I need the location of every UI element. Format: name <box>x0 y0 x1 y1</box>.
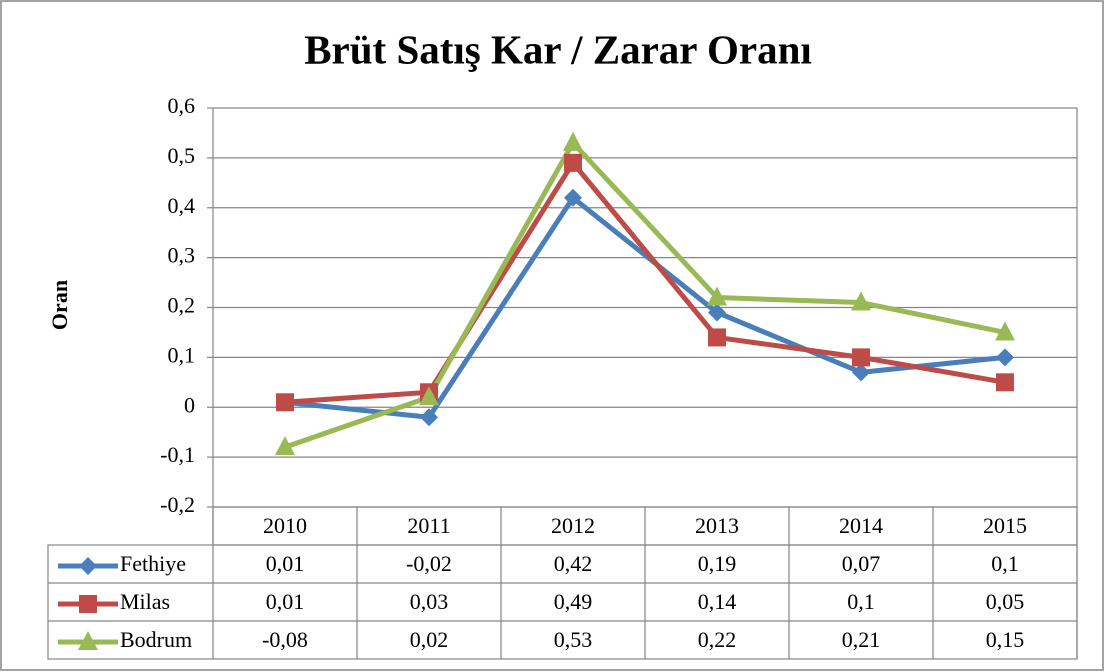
table-value: 0,01 <box>266 551 305 576</box>
table-value: 0,53 <box>554 627 593 652</box>
x-tick-label: 2013 <box>695 513 739 538</box>
y-tick-label: 0,2 <box>168 293 196 318</box>
y-tick-label: 0,1 <box>168 342 196 367</box>
data-point <box>995 321 1015 341</box>
y-tick-label: 0,3 <box>168 243 196 268</box>
table-value: 0,21 <box>842 627 881 652</box>
table-value: 0,01 <box>266 589 305 614</box>
y-tick-label: 0 <box>184 392 195 417</box>
table-value: -0,02 <box>406 551 452 576</box>
data-point <box>996 373 1014 392</box>
data-point <box>852 348 870 367</box>
x-tick-label: 2012 <box>551 513 595 538</box>
data-point <box>708 328 726 347</box>
y-axis-label: Oran <box>47 280 72 330</box>
x-tick-label: 2011 <box>407 513 450 538</box>
table-value: 0,1 <box>991 551 1019 576</box>
y-tick-label: -0,1 <box>160 442 195 467</box>
legend-marker <box>79 595 97 613</box>
table-value: 0,19 <box>698 551 737 576</box>
table-value: 0,14 <box>698 589 737 614</box>
x-tick-label: 2015 <box>983 513 1027 538</box>
legend-marker <box>78 631 98 650</box>
table-value: 0,42 <box>554 551 593 576</box>
data-point <box>564 188 582 207</box>
data-point <box>420 408 438 427</box>
table-value: 0,07 <box>842 551 881 576</box>
legend-label: Fethiye <box>120 551 186 576</box>
series-line <box>284 195 1006 420</box>
table-value: 0,15 <box>986 627 1025 652</box>
table-value: -0,08 <box>262 627 308 652</box>
y-tick-label: 0,6 <box>168 93 196 118</box>
series-line <box>284 160 1006 405</box>
y-tick-label: 0,5 <box>168 143 196 168</box>
table-value: 0,49 <box>554 589 593 614</box>
data-point <box>707 286 727 306</box>
data-point <box>276 393 294 412</box>
table-value: 0,05 <box>986 589 1025 614</box>
x-tick-label: 2010 <box>263 513 307 538</box>
data-point <box>419 386 439 406</box>
data-point <box>996 348 1014 367</box>
data-point <box>563 131 583 151</box>
legend-marker <box>79 557 97 575</box>
y-tick-label: 0,4 <box>168 193 196 218</box>
table-value: 0,1 <box>847 589 875 614</box>
data-point <box>708 303 726 322</box>
table-value: 0,02 <box>410 627 449 652</box>
data-point <box>852 363 870 382</box>
legend-label: Bodrum <box>120 627 192 652</box>
data-point <box>275 436 295 456</box>
table-value: 0,22 <box>698 627 737 652</box>
data-point <box>564 153 582 172</box>
chart-title: Brüt Satış Kar / Zarar Oranı <box>304 26 812 72</box>
x-tick-label: 2014 <box>839 513 883 538</box>
data-point <box>851 291 871 311</box>
legend-label: Milas <box>120 589 170 614</box>
series-line <box>284 140 1006 450</box>
y-tick-label: -0,2 <box>160 492 195 517</box>
table-value: 0,03 <box>410 589 449 614</box>
